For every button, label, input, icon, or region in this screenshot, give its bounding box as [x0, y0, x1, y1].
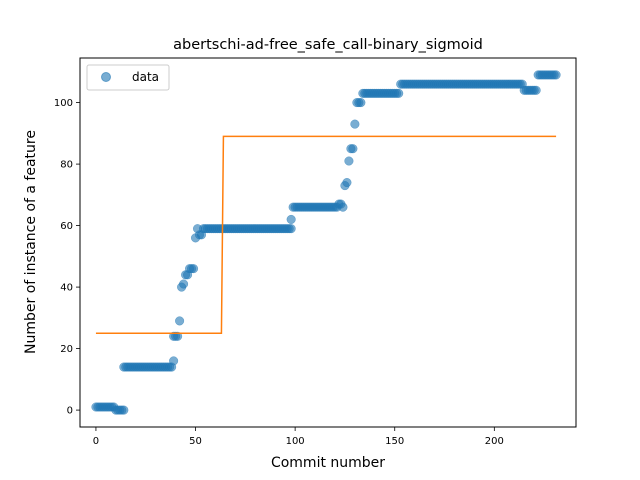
data-point: [551, 70, 561, 80]
data-point: [344, 156, 354, 166]
y-tick-label: 20: [60, 344, 73, 355]
plot-frame: [79, 57, 577, 428]
data-point: [286, 224, 296, 234]
chart-title: abertschi-ad-free_safe_call-binary_sigmo…: [173, 37, 483, 53]
y-tick-label: 80: [60, 160, 73, 171]
data-point: [348, 144, 358, 154]
x-tick-label: 0: [93, 436, 99, 447]
data-point: [173, 331, 183, 341]
data-point: [169, 356, 179, 366]
y-tick-label: 0: [67, 406, 73, 417]
y-axis-label: Number of instance of a feature: [23, 130, 39, 354]
data-point: [188, 264, 199, 274]
x-axis-ticks: 0 50 100 150 200: [93, 427, 504, 447]
scatter-points: [91, 70, 561, 415]
data-point: [286, 214, 296, 224]
y-tick-label: 100: [54, 98, 73, 109]
y-tick-label: 60: [60, 221, 73, 232]
data-point: [342, 177, 352, 188]
legend: data: [86, 64, 170, 91]
x-tick-label: 150: [385, 436, 404, 447]
data-point: [179, 279, 189, 289]
x-tick-label: 50: [189, 436, 202, 447]
y-axis-ticks: 0 20 40 60 80 100: [54, 98, 80, 417]
x-axis-label: Commit number: [271, 455, 385, 471]
legend-box: [86, 64, 170, 91]
fit-line-layer: [95, 135, 557, 334]
data-point: [356, 98, 366, 108]
data-point: [119, 405, 129, 415]
x-tick-label: 200: [485, 436, 504, 447]
legend-marker: [101, 72, 111, 82]
data-point: [338, 202, 348, 212]
data-point: [175, 316, 185, 326]
data-point: [196, 230, 207, 240]
data-point: [350, 119, 360, 129]
y-tick-label: 40: [60, 283, 73, 294]
legend-entry-data: data: [132, 70, 159, 84]
data-point: [531, 85, 541, 95]
sigmoid-fit-line: [95, 135, 557, 334]
data-point: [394, 88, 404, 98]
x-tick-label: 100: [286, 436, 305, 447]
